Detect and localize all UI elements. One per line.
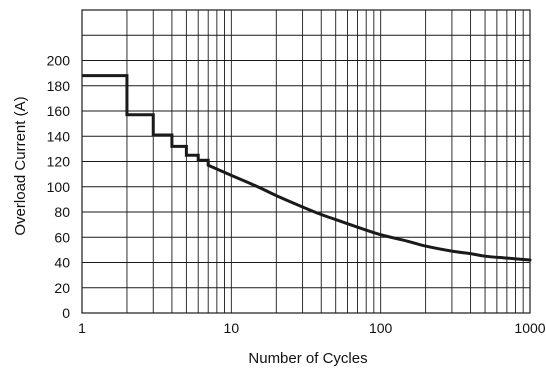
y-tick-label: 200 xyxy=(47,53,71,69)
y-axis-title: Overload Current (A) xyxy=(12,96,29,235)
series-step-line xyxy=(82,74,210,166)
series xyxy=(82,74,532,262)
x-tick-label: 10 xyxy=(224,320,240,336)
grid xyxy=(82,10,530,313)
y-tick-label: 40 xyxy=(54,255,70,271)
y-tick-label: 0 xyxy=(62,305,70,321)
y-tick-label: 160 xyxy=(47,103,71,119)
plot-frame xyxy=(81,9,531,314)
y-tick-label: 20 xyxy=(54,280,70,296)
x-tick-label: 100 xyxy=(369,320,393,336)
y-tick-label: 60 xyxy=(54,229,70,245)
y-tick-label: 80 xyxy=(54,204,70,220)
y-tick-label: 140 xyxy=(47,128,71,144)
y-tick-labels: 0 20 40 60 80 100 120 140 160 180 200 xyxy=(47,53,71,322)
y-tick-label: 120 xyxy=(47,154,71,170)
x-axis-title: Number of Cycles xyxy=(248,350,367,367)
x-tick-labels: 1 10 100 1000 xyxy=(78,320,546,336)
y-tick-label: 100 xyxy=(47,179,71,195)
y-tick-label: 180 xyxy=(47,78,71,94)
x-tick-label: 1000 xyxy=(514,320,545,336)
plot-border xyxy=(81,9,531,314)
x-tick-label: 1 xyxy=(78,320,86,336)
series-curve-line xyxy=(206,163,532,262)
